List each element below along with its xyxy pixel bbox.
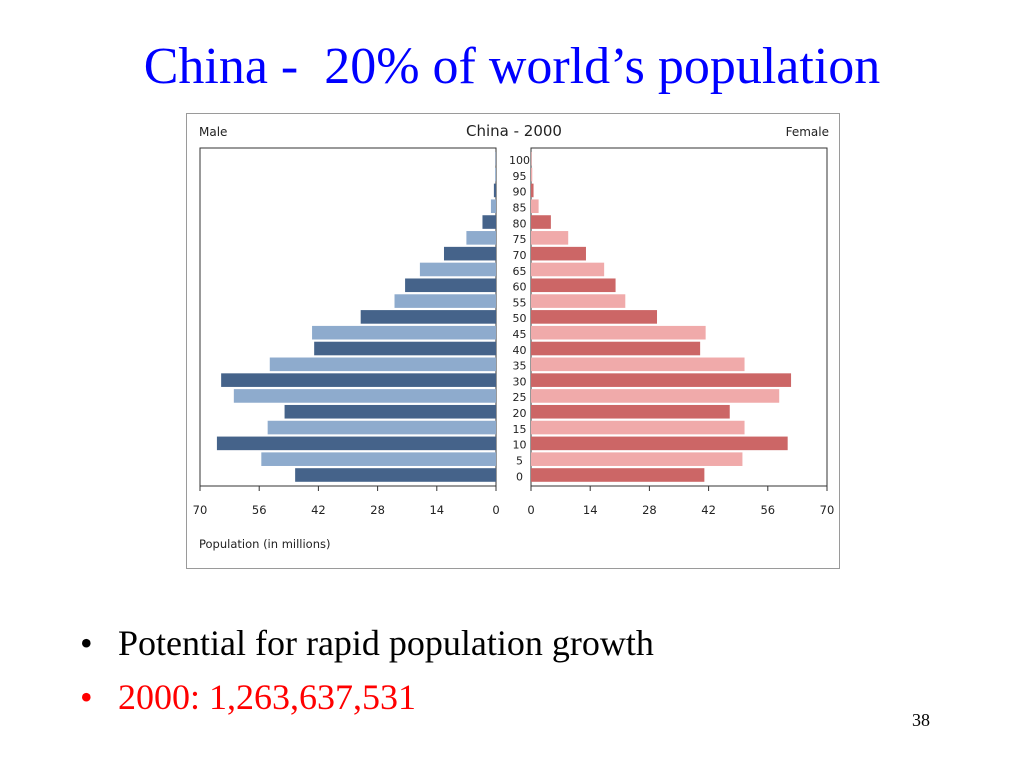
- female-bar-age-20: [531, 404, 730, 419]
- female-bar-age-50: [531, 310, 658, 324]
- bullet-marker: •: [80, 623, 93, 663]
- female-bar-age-80: [531, 215, 551, 229]
- male-bar-age-15: [267, 420, 496, 435]
- male-bar-age-0: [295, 468, 496, 482]
- female-bar-age-35: [531, 357, 745, 372]
- male-bar-age-5: [261, 452, 496, 466]
- male-bar-age-25: [233, 389, 497, 403]
- female-bar-age-25: [531, 389, 780, 403]
- female-tick-label: 14: [583, 503, 598, 517]
- female-bar-age-10: [531, 436, 788, 451]
- x-axis-label: Population (in millions): [199, 537, 331, 551]
- female-tick-label: 28: [642, 503, 657, 517]
- male-bar-age-50: [360, 310, 496, 324]
- female-bar-age-55: [531, 294, 626, 308]
- age-label: 40: [513, 344, 527, 357]
- male-tick-label: 42: [311, 503, 326, 517]
- male-bar-age-20: [284, 404, 496, 419]
- male-bar-age-80: [482, 215, 496, 229]
- female-bar-age-65: [531, 262, 605, 277]
- age-label: 55: [513, 296, 527, 309]
- female-tick-label: 0: [527, 503, 534, 517]
- age-label: 15: [513, 423, 527, 436]
- female-tick-label: 70: [820, 503, 835, 517]
- chart-title: China - 2000: [466, 122, 562, 140]
- population-pyramid-chart: China - 2000 Male Female Population (in …: [186, 113, 840, 569]
- bullet-item-growth: • Potential for rapid population growth: [80, 616, 654, 670]
- male-tick-label: 56: [252, 503, 267, 517]
- pyramid-svg: China - 2000 Male Female Population (in …: [193, 122, 835, 551]
- female-bar-age-90: [531, 183, 534, 198]
- age-label: 45: [513, 328, 527, 341]
- male-bar-age-60: [405, 278, 496, 293]
- male-bar-age-45: [312, 325, 496, 340]
- bullet-text: 2000: 1,263,637,531: [118, 677, 417, 717]
- male-bar-age-35: [269, 357, 496, 372]
- female-bar-age-45: [531, 325, 706, 340]
- female-bar-age-95: [531, 167, 533, 182]
- male-bar-age-10: [216, 436, 496, 451]
- age-label: 65: [513, 265, 527, 278]
- male-bar-age-65: [419, 262, 496, 277]
- male-bar-age-95: [495, 167, 496, 182]
- male-bar-age-75: [466, 231, 496, 245]
- male-label: Male: [199, 125, 227, 139]
- female-bar-age-15: [531, 420, 745, 435]
- male-tick-label: 70: [193, 503, 208, 517]
- male-bar-age-55: [394, 294, 496, 308]
- bullet-list: • Potential for rapid population growth …: [80, 616, 654, 724]
- age-label: 25: [513, 391, 527, 404]
- female-tick-label: 56: [760, 503, 775, 517]
- male-tick-label: 0: [492, 503, 499, 517]
- female-label: Female: [786, 125, 829, 139]
- female-bar-age-30: [531, 373, 792, 387]
- age-label: 5: [516, 454, 523, 467]
- chart-marks: 1009590858075706560555045403530252015105…: [193, 147, 835, 517]
- age-label: 80: [513, 217, 527, 230]
- age-label: 90: [513, 186, 527, 199]
- female-bar-age-85: [531, 199, 539, 214]
- bullet-item-population: • 2000: 1,263,637,531: [80, 670, 654, 724]
- age-label: 75: [513, 233, 527, 246]
- slide-title: China - 20% of world’s population: [143, 38, 881, 95]
- female-tick-label: 42: [701, 503, 716, 517]
- male-bar-age-70: [443, 246, 496, 261]
- age-label: 85: [513, 202, 527, 215]
- female-bar-age-75: [531, 231, 569, 245]
- male-tick-label: 28: [370, 503, 385, 517]
- female-bar-age-60: [531, 278, 616, 293]
- age-label: 0: [516, 470, 523, 483]
- male-bar-age-30: [221, 373, 496, 387]
- age-label: 20: [513, 407, 527, 420]
- male-tick-label: 14: [429, 503, 444, 517]
- age-label: 50: [513, 312, 527, 325]
- male-bar-age-90: [493, 183, 496, 198]
- male-bar-age-85: [490, 199, 496, 214]
- male-bar-age-40: [314, 341, 496, 356]
- age-label: 35: [513, 360, 527, 373]
- bullet-marker: •: [80, 677, 93, 717]
- age-label: 95: [513, 170, 527, 183]
- female-bar-age-0: [531, 468, 705, 482]
- female-bar-age-40: [531, 341, 701, 356]
- page-number: 38: [912, 710, 930, 730]
- age-label: 30: [513, 375, 527, 388]
- female-bar-age-5: [531, 452, 743, 466]
- age-label: 100: [509, 154, 530, 167]
- age-label: 70: [513, 249, 527, 262]
- female-bar-age-70: [531, 246, 586, 261]
- bullet-text: Potential for rapid population growth: [118, 623, 654, 663]
- age-label: 60: [513, 281, 527, 294]
- age-label: 10: [513, 439, 527, 452]
